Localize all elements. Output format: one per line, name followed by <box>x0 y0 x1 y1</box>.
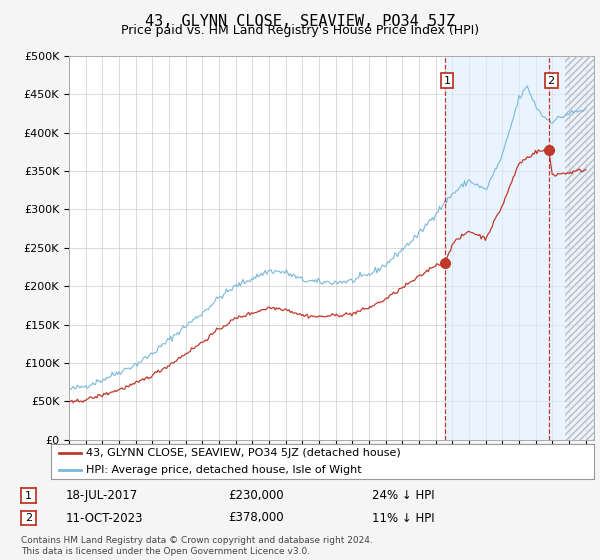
Text: 2: 2 <box>25 513 32 523</box>
Text: Price paid vs. HM Land Registry's House Price Index (HPI): Price paid vs. HM Land Registry's House … <box>121 24 479 37</box>
Text: 24% ↓ HPI: 24% ↓ HPI <box>372 489 434 502</box>
Text: 2: 2 <box>548 76 555 86</box>
Text: 1: 1 <box>25 491 32 501</box>
Text: Contains HM Land Registry data © Crown copyright and database right 2024.
This d: Contains HM Land Registry data © Crown c… <box>21 536 373 556</box>
Text: £230,000: £230,000 <box>228 489 284 502</box>
Text: £378,000: £378,000 <box>228 511 284 525</box>
Bar <box>445 56 594 440</box>
Text: HPI: Average price, detached house, Isle of Wight: HPI: Average price, detached house, Isle… <box>86 465 362 475</box>
Bar <box>565 56 594 440</box>
Text: 18-JUL-2017: 18-JUL-2017 <box>66 489 138 502</box>
Text: 1: 1 <box>443 76 451 86</box>
Text: 11-OCT-2023: 11-OCT-2023 <box>66 511 143 525</box>
Text: 43, GLYNN CLOSE, SEAVIEW, PO34 5JZ (detached house): 43, GLYNN CLOSE, SEAVIEW, PO34 5JZ (deta… <box>86 448 401 458</box>
Bar <box>565 56 594 440</box>
Text: 11% ↓ HPI: 11% ↓ HPI <box>372 511 434 525</box>
Text: 43, GLYNN CLOSE, SEAVIEW, PO34 5JZ: 43, GLYNN CLOSE, SEAVIEW, PO34 5JZ <box>145 14 455 29</box>
